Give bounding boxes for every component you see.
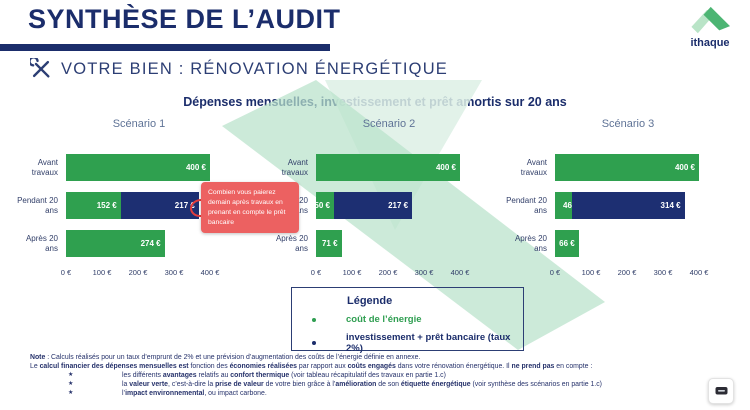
footnote-bullet: ★ les différents avantages relatifs au co… — [30, 371, 722, 380]
bar-segment-energy: 400 € — [555, 154, 699, 181]
row-label: Après 20 ans — [514, 234, 547, 253]
chart-panel-scenario-3: Scénario 3 Avant travaux 400 € Pendant 20 ans… — [493, 118, 708, 278]
row-label: Après 20 ans — [25, 234, 58, 253]
legend-dot — [312, 341, 316, 345]
bar-segment-energy: 66 € — [555, 230, 579, 257]
bar-segment-loan: 217 € — [120, 192, 199, 219]
axis-tick-label: 100 € — [342, 268, 362, 277]
row-label: Avant travaux — [281, 158, 308, 177]
bar-value-label: 400 € — [435, 163, 456, 172]
legend-items: coût de l’énergie investissement + prêt b… — [292, 314, 523, 354]
axis-tick-label: 400 € — [689, 268, 709, 277]
axis-tick-label: 300 € — [164, 268, 184, 277]
x-axis: 0 € 100 € 200 € 300 € 400 € — [550, 268, 709, 278]
bar-value-label: 50 € — [314, 201, 330, 210]
x-axis: 0 € 100 € 200 € 300 € 400 € — [61, 268, 220, 278]
axis-tick-label: 100 € — [581, 268, 601, 277]
footnote: Note : Calculs réalisés pour un taux d’e… — [30, 353, 722, 398]
footnote-bullet-text: l’impact environnemental, ou impact carb… — [122, 390, 267, 397]
axis-tick-label: 0 € — [310, 268, 322, 277]
axis-tick-label: 200 € — [378, 268, 398, 277]
star-bullet-icon: ★ — [68, 390, 74, 396]
star-bullet-icon: ★ — [68, 381, 74, 387]
bar-segment-energy: 71 € — [316, 230, 342, 257]
bar-segment-energy: 152 € — [66, 192, 121, 219]
title-underline-bar — [0, 44, 330, 51]
bar-segment-energy: 50 € — [314, 192, 334, 219]
legend-label: coût de l’énergie — [346, 314, 422, 325]
floating-widget-button[interactable] — [708, 378, 734, 404]
axis-tick-label: 300 € — [653, 268, 673, 277]
chart-row: Après 20 ans 274 € — [4, 230, 219, 257]
bar-value-label: 217 € — [174, 201, 195, 210]
axis-tick-label: 0 € — [549, 268, 561, 277]
widget-icon — [715, 387, 727, 395]
scenario-title: Scénario 1 — [112, 118, 166, 130]
chart-row: Pendant 20 ans 152 € 217 € — [4, 192, 219, 219]
chart-row: Après 20 ans 66 € — [493, 230, 708, 257]
axis-tick-label: 100 € — [92, 268, 112, 277]
axis-tick-label: 400 € — [200, 268, 220, 277]
bar-value-label: 66 € — [559, 239, 575, 248]
ithaque-logo: ithaque — [682, 4, 738, 49]
section-header: VOTRE BIEN : RÉNOVATION ÉNERGÉTIQUE — [30, 58, 448, 80]
axis-tick-label: 0 € — [60, 268, 72, 277]
axis-tick-label: 400 € — [450, 268, 470, 277]
bar-segment-energy: 274 € — [66, 230, 165, 257]
legend-box: Légende coût de l’énergie investissement … — [291, 287, 524, 354]
footnote-bullet-text: la valeur verte, c’est-à-dire la prise d… — [122, 381, 602, 388]
ithaque-logo-icon — [691, 6, 730, 34]
bar-value-label: 274 € — [140, 239, 161, 248]
footnote-bullet-text: les différents avantages relatifs au con… — [122, 372, 446, 379]
footnote-bullet: ★ la valeur verte, c’est-à-dire la prise … — [30, 380, 722, 389]
legend-title: Légende — [347, 295, 393, 307]
star-bullet-icon: ★ — [68, 372, 74, 378]
chart-row: Avant travaux 400 € — [254, 154, 469, 181]
row-label: Après 20 ans — [275, 234, 308, 253]
ithaque-logo-text: ithaque — [690, 37, 730, 49]
chart-panel-scenario-1: Scénario 1 Avant travaux 400 € Pendant 20 ans… — [4, 118, 219, 278]
bar-value-label: 400 € — [674, 163, 695, 172]
section-title: VOTRE BIEN : RÉNOVATION ÉNERGÉTIQUE — [61, 59, 449, 78]
row-label: Avant travaux — [520, 158, 547, 177]
axis-tick-label: 200 € — [128, 268, 148, 277]
bar-segment-loan: 314 € — [571, 192, 685, 219]
tools-icon — [30, 58, 50, 78]
bar-value-label: 217 € — [388, 201, 409, 210]
bar-segment-loan: 217 € — [334, 192, 413, 219]
bar-segment-energy: 46 € — [555, 192, 579, 219]
page-title: SYNTHÈSE DE L’AUDIT — [28, 4, 341, 34]
legend-item: coût de l’énergie — [312, 314, 523, 325]
legend-item: investissement + prêt bancaire (taux 2%) — [312, 332, 523, 354]
legend-label: investissement + prêt bancaire (taux 2%) — [346, 332, 511, 354]
footnote-line-1: Note : Calculs réalisés pour un taux d’e… — [30, 354, 421, 361]
scenario-title: Scénario 3 — [601, 118, 655, 130]
annotation-tooltip: Combien vous paierez demain après travau… — [201, 182, 299, 234]
bar-value-label: 152 € — [96, 201, 117, 210]
bar-segment-energy: 400 € — [66, 154, 210, 181]
x-axis: 0 € 100 € 200 € 300 € 400 € — [311, 268, 470, 278]
bar-value-label: 314 € — [660, 201, 681, 210]
row-label: Avant travaux — [31, 158, 58, 177]
footnote-line-2: Le calcul financier des dépenses mensuel… — [30, 363, 593, 370]
chart-title: Dépenses mensuelles, investissement et p… — [183, 95, 567, 109]
bar-segment-energy: 400 € — [316, 154, 460, 181]
chart-row: Après 20 ans 71 € — [254, 230, 469, 257]
footnote-bullet: ★ l’impact environnemental, ou impact car… — [30, 389, 722, 398]
bar-value-label: 71 € — [321, 239, 338, 248]
chart-row: Avant travaux 400 € — [4, 154, 219, 181]
scenario-title: Scénario 2 — [362, 118, 416, 130]
axis-tick-label: 200 € — [617, 268, 637, 277]
bar-value-label: 400 € — [185, 163, 206, 172]
axis-tick-label: 300 € — [414, 268, 434, 277]
chart-row: Avant travaux 400 € — [493, 154, 708, 181]
footnote-bullets: ★ les différents avantages relatifs au co… — [30, 371, 722, 398]
legend-dot — [312, 317, 316, 322]
